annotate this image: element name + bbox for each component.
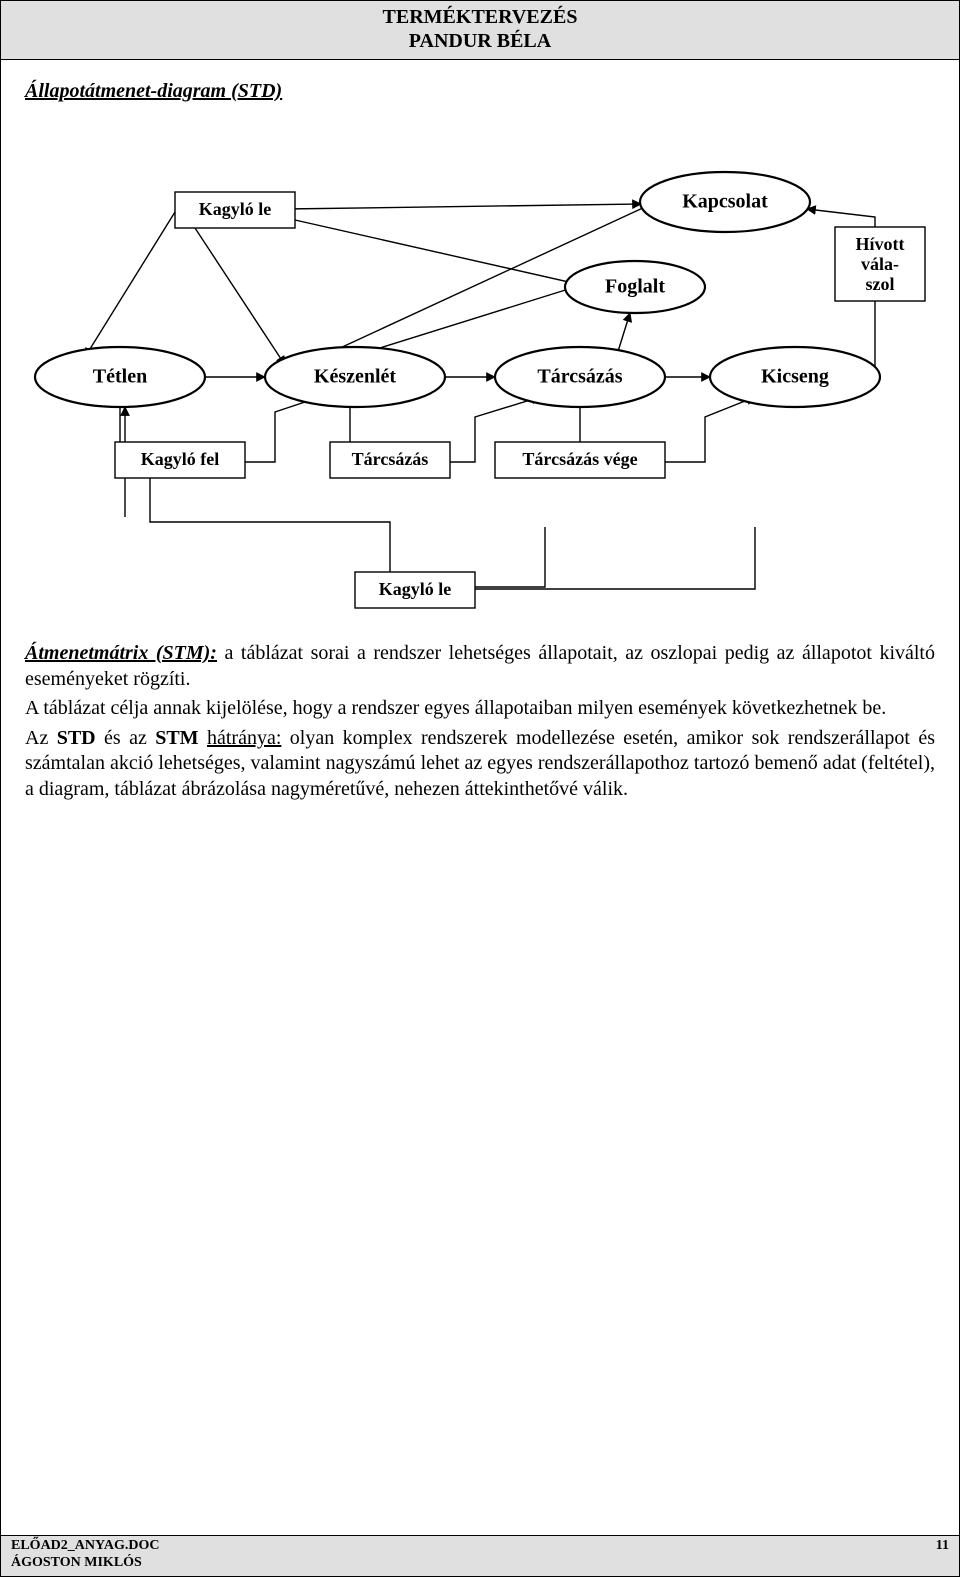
- state-label-tetlen: Tétlen: [93, 366, 147, 388]
- footer-author: ÁGOSTON MIKLÓS: [11, 1555, 159, 1572]
- footer-doc: ELŐAD2_ANYAG.DOC: [11, 1538, 159, 1555]
- event-label-kagylo_le_top: Kagyló le: [199, 199, 272, 219]
- stm-lead: Átmenetmátrix (STM):: [25, 642, 217, 664]
- state-diagram: Tétlen Készenlét Tárcsázás Kicseng Kapcsolat…: [25, 117, 935, 637]
- state-label-keszenlet: Készenlét: [314, 366, 397, 388]
- event-label-tarcsazas_box: Tárcsázás: [352, 449, 429, 469]
- p3u: hátránya:: [207, 727, 281, 749]
- footer-left: ELŐAD2_ANYAG.DOC ÁGOSTON MIKLÓS: [11, 1538, 159, 1572]
- p3e: [199, 727, 207, 749]
- edge: [195, 228, 285, 365]
- header-line2: PANDUR BÉLA: [1, 29, 959, 53]
- event-label-hivott_valaszol-1: vála-: [861, 254, 899, 274]
- p3a: Az: [25, 727, 57, 749]
- p3d: STM: [155, 727, 198, 749]
- event-label-hivott_valaszol-0: Hívott: [856, 234, 905, 254]
- paragraph-stm: Átmenetmátrix (STM): a táblázat sorai a …: [25, 641, 935, 692]
- edge: [285, 204, 641, 209]
- footer: ELŐAD2_ANYAG.DOC ÁGOSTON MIKLÓS 11: [1, 1535, 959, 1576]
- event-label-hivott_valaszol-2: szol: [866, 274, 895, 294]
- paragraph-purpose: A táblázat célja annak kijelölése, hogy …: [25, 696, 935, 722]
- state-label-kicseng: Kicseng: [761, 366, 829, 388]
- diagram-svg: Tétlen Készenlét Tárcsázás Kicseng Kapcsolat…: [25, 117, 937, 637]
- footer-page: 11: [936, 1538, 949, 1555]
- edge: [240, 397, 320, 462]
- state-label-foglalt: Foglalt: [605, 276, 665, 298]
- edge: [470, 527, 545, 587]
- paragraph-drawback: Az STD és az STM hátránya: olyan komplex…: [25, 726, 935, 803]
- section-title: Állapotátmenet-diagram (STD): [25, 80, 935, 103]
- event-label-kagylo_le_bot: Kagyló le: [379, 579, 452, 599]
- edge: [85, 212, 175, 357]
- header-line1: TERMÉKTERVEZÉS: [1, 5, 959, 29]
- state-label-tarcsazas: Tárcsázás: [537, 366, 622, 388]
- edge: [455, 527, 755, 589]
- edge: [660, 397, 755, 462]
- p3b: STD: [57, 727, 96, 749]
- content: Állapotátmenet-diagram (STD) Tétlen Késze…: [1, 60, 959, 803]
- edge: [807, 209, 875, 227]
- p3c: és az: [96, 727, 156, 749]
- header: TERMÉKTERVEZÉS PANDUR BÉLA: [1, 1, 959, 60]
- state-label-kapcsolat: Kapcsolat: [682, 191, 768, 213]
- event-label-kagylo_fel: Kagyló fel: [141, 449, 220, 469]
- page: TERMÉKTERVEZÉS PANDUR BÉLA Állapotátmene…: [0, 0, 960, 1577]
- event-label-tarcsazas_vege: Tárcsázás vége: [522, 449, 637, 469]
